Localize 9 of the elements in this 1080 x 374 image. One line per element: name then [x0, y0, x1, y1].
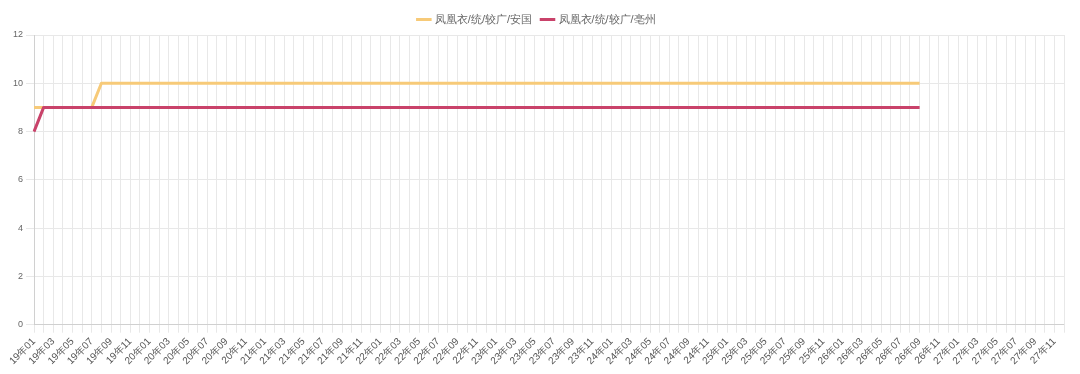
y-tick-label: 10 [13, 77, 24, 88]
y-tick-label: 2 [18, 270, 24, 281]
legend-label: 凤凰衣/统/较广/亳州 [558, 12, 656, 25]
y-tick-label: 0 [18, 319, 24, 330]
y-tick-label: 12 [13, 29, 24, 40]
y-tick-label: 6 [18, 174, 24, 185]
y-tick-label: 8 [18, 126, 24, 137]
y-tick-label: 4 [18, 222, 24, 233]
legend-label: 凤凰衣/统/较广/安国 [434, 12, 532, 25]
